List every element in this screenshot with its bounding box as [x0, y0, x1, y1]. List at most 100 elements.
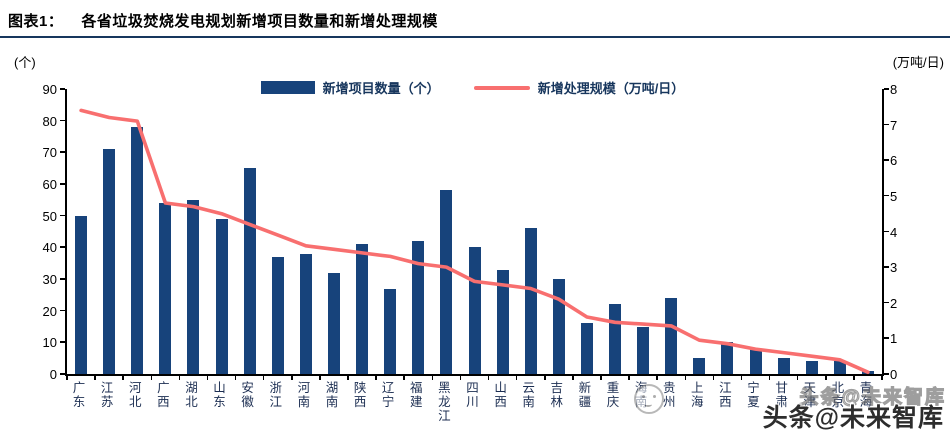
x-label-河北: 河北	[128, 381, 142, 409]
left-tick-label: 70	[42, 145, 57, 161]
x-tick	[881, 376, 883, 380]
x-tick	[600, 376, 602, 380]
left-tick	[60, 309, 65, 312]
x-label-广东: 广东	[72, 381, 86, 409]
bar-河北	[131, 127, 144, 374]
right-tick	[884, 301, 889, 304]
x-label-陕西: 陕西	[353, 381, 367, 409]
x-label-湖北: 湖北	[185, 381, 198, 409]
left-tick-label: 40	[42, 240, 57, 256]
x-label-云南: 云南	[522, 381, 535, 409]
figure-title: 图表1： 各省垃圾焚烧发电规划新增项目数量和新增处理规模	[8, 10, 942, 31]
x-label-宁夏: 宁夏	[747, 381, 760, 409]
bar-上海	[693, 358, 706, 374]
bar-湖北	[187, 199, 200, 374]
bar-辽宁	[384, 288, 397, 374]
left-tick	[60, 88, 65, 90]
left-tick	[60, 183, 65, 185]
x-label-山东: 山东	[213, 381, 226, 409]
right-tick	[884, 88, 889, 90]
x-tick	[712, 376, 715, 380]
plot-area: 0 10 20 30 40 50 60 70 80 90 0 1 2 3 4 5 6 7 8	[43, 83, 898, 381]
bar-贵州	[665, 298, 678, 374]
x-label-甘肃: 甘肃	[775, 381, 788, 409]
x-tick	[487, 376, 490, 380]
x-tick	[684, 376, 687, 380]
x-tick	[178, 376, 181, 380]
x-tick	[515, 376, 518, 380]
left-tick	[60, 151, 65, 153]
figure-tag: 图表1：	[8, 13, 64, 30]
x-tick	[825, 376, 827, 380]
x-label-北京: 北京	[831, 381, 845, 409]
right-tick-label: 6	[890, 153, 898, 169]
right-tick-label: 3	[890, 260, 898, 276]
bar-宁夏	[749, 348, 762, 374]
line-swatch	[473, 85, 530, 90]
x-label-浙江: 浙江	[269, 381, 283, 409]
bar-湖南	[327, 272, 340, 374]
x-label-山西: 山西	[494, 381, 507, 409]
x-label-辽宁: 辽宁	[381, 381, 395, 409]
right-tick	[884, 266, 889, 268]
legend-line-label: 新增处理规模（万吨/日）	[537, 81, 685, 96]
left-tick-label: 80	[42, 113, 57, 129]
x-tick	[853, 376, 855, 380]
x-tick	[459, 376, 462, 380]
bar-福建	[412, 241, 425, 374]
left-tick-label: 30	[42, 272, 57, 287]
left-tick	[60, 373, 65, 375]
right-tick-label: 0	[890, 367, 898, 382]
right-tick	[884, 373, 889, 375]
bar-浙江	[271, 256, 284, 374]
x-tick	[66, 376, 68, 380]
x-tick	[656, 376, 658, 380]
bar-安徽	[243, 168, 256, 374]
left-tick-label: 20	[42, 303, 57, 319]
x-label-新疆: 新疆	[578, 381, 592, 409]
x-tick	[94, 376, 96, 380]
x-label-湖南: 湖南	[325, 381, 339, 409]
bar-广西	[159, 203, 172, 374]
x-label-江苏: 江苏	[100, 381, 114, 409]
x-tick	[291, 376, 293, 380]
bar-陕西	[356, 244, 369, 374]
right-tick-label: 8	[890, 82, 898, 97]
legend-item-bars: 新增项目数量（个）	[260, 78, 440, 97]
x-label-安徽: 安徽	[241, 381, 254, 409]
x-label-福建: 福建	[410, 381, 423, 409]
right-tick	[884, 194, 889, 197]
x-label-吉林: 吉林	[550, 381, 564, 409]
right-tick-label: 7	[890, 117, 898, 133]
x-tick	[572, 376, 574, 380]
x-label-江西: 江西	[719, 381, 732, 409]
right-tick-label: 5	[890, 188, 898, 204]
bar-新疆	[580, 323, 593, 374]
x-tick	[122, 376, 124, 380]
left-axis-unit: (个)	[14, 55, 36, 70]
bar-江西	[721, 342, 734, 374]
x-tick	[234, 376, 237, 380]
right-tick	[884, 230, 889, 232]
x-tick	[796, 376, 799, 380]
right-tick-label: 4	[890, 224, 898, 240]
bar-甘肃	[777, 358, 790, 374]
left-tick-label: 50	[42, 208, 57, 224]
bar-河南	[299, 253, 312, 374]
bar-江苏	[103, 149, 116, 374]
bar-海南	[637, 326, 650, 374]
x-label-贵州: 贵州	[662, 381, 676, 409]
left-tick	[60, 119, 65, 122]
bar-山东	[215, 218, 228, 374]
left-tick	[60, 246, 65, 248]
scale-line-chart	[79, 108, 870, 375]
right-axis-unit: (万吨/日)	[892, 55, 944, 70]
left-tick-label: 60	[42, 177, 57, 192]
x-label-广西: 广西	[157, 381, 170, 409]
x-tick	[319, 376, 321, 380]
title-underline	[0, 36, 950, 38]
right-tick-label: 1	[890, 331, 898, 347]
x-tick	[431, 376, 434, 380]
x-tick	[375, 376, 377, 380]
